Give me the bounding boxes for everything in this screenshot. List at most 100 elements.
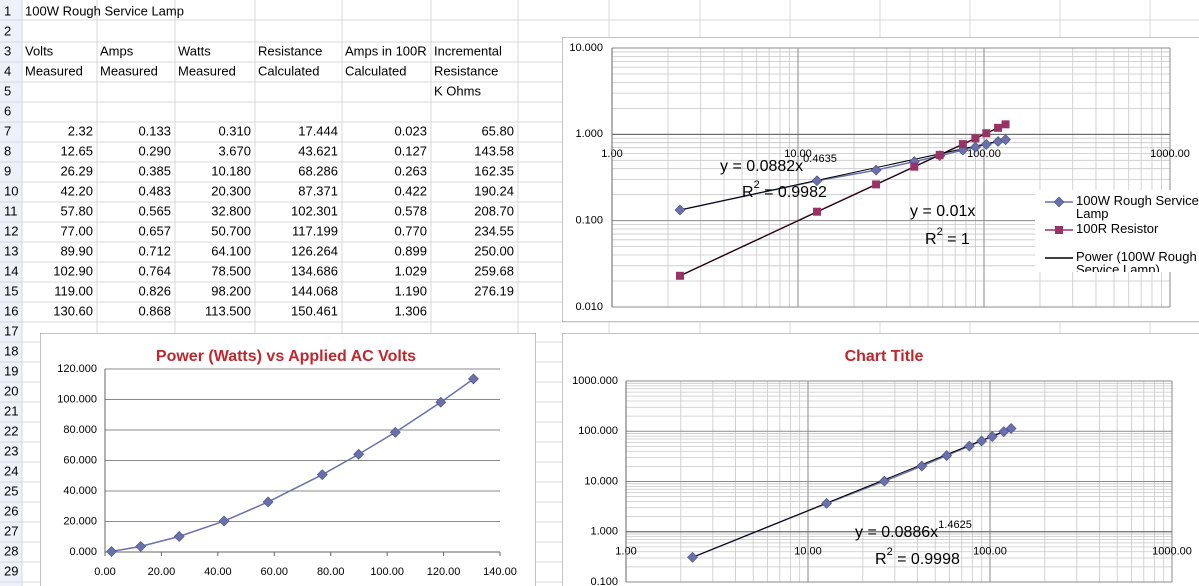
- y-tick-label: 0.100: [575, 215, 603, 227]
- cell-text: 42.20: [60, 183, 93, 198]
- cell-text: 87.371: [298, 183, 338, 198]
- annotation: R2 = 0.9982: [742, 179, 827, 201]
- annotation-sup: 2: [937, 226, 943, 238]
- cell-text: 102.301: [291, 203, 338, 218]
- row-number: 4: [4, 63, 11, 78]
- cell-text: 126.264: [291, 243, 338, 258]
- y-tick-label: 80.000: [63, 424, 97, 436]
- y-tick-label: 0.100: [590, 576, 618, 586]
- legend-label: 100W Rough Service Lamp: [1076, 193, 1199, 221]
- marker: [262, 496, 274, 508]
- marker: [916, 460, 928, 472]
- marker: [982, 129, 991, 138]
- legend-label: 100R Resistor: [1076, 221, 1159, 236]
- cell-text: Watts: [178, 43, 211, 58]
- marker: [435, 396, 447, 408]
- marker: [1005, 423, 1017, 434]
- annotation-sup: 1.4625: [938, 519, 972, 531]
- row-header-bg: [0, 0, 22, 586]
- row-number: 24: [4, 463, 18, 478]
- cell-text: 259.68: [474, 263, 514, 278]
- cell-text: 150.461: [291, 303, 338, 318]
- row-number: 16: [4, 303, 18, 318]
- cell-text: 144.068: [291, 283, 338, 298]
- row-number: 9: [4, 163, 11, 178]
- marker: [969, 141, 981, 153]
- cell-text: 250.00: [474, 243, 514, 258]
- x-tick-label: 10.00: [784, 148, 812, 160]
- cell-text: 43.621: [298, 143, 338, 158]
- marker: [994, 123, 1003, 132]
- cell-text: Amps in 100R: [345, 43, 427, 58]
- cell-text: 134.686: [291, 263, 338, 278]
- trendline: [679, 123, 1006, 277]
- cell-text: K Ohms: [434, 83, 481, 98]
- legend-line-text: Power (100W Rough: [1076, 249, 1197, 264]
- row-number: 8: [4, 143, 11, 158]
- marker: [821, 497, 833, 509]
- cell-text: Measured: [25, 63, 83, 78]
- row-number: 18: [4, 343, 18, 358]
- y-tick-label: 10.000: [569, 42, 603, 54]
- cell-text: Volts: [25, 43, 54, 58]
- annotation-sup: 2: [754, 179, 760, 191]
- cell-text: 32.800: [211, 203, 251, 218]
- cell-text: 0.712: [138, 243, 171, 258]
- marker: [971, 134, 980, 143]
- annotation: R2 = 0.9998: [875, 546, 960, 568]
- cell-text: 0.290: [138, 143, 171, 158]
- trendline: [679, 139, 1006, 211]
- row-number: 23: [4, 443, 18, 458]
- x-tick-label: 140.00: [483, 566, 517, 578]
- x-tick-label: 1000.00: [1152, 546, 1192, 558]
- cell-text: 98.200: [211, 283, 251, 298]
- cell-text: 117.199: [292, 223, 338, 238]
- marker: [353, 448, 365, 460]
- legend-line-text: 100W Rough Service: [1076, 193, 1199, 208]
- y-tick-label: 1.000: [575, 128, 603, 140]
- cell-text: 0.422: [394, 183, 427, 198]
- marker: [986, 431, 998, 442]
- legend-line-text: Service Lamp): [1076, 262, 1160, 277]
- row-number: 7: [4, 123, 11, 138]
- cell-text: 0.899: [394, 243, 427, 258]
- row-number: 19: [4, 363, 18, 378]
- marker: [687, 551, 698, 563]
- cell-text: 190.24: [474, 183, 514, 198]
- cell-text: 130.60: [53, 303, 93, 318]
- cell-text: 0.127: [394, 143, 427, 158]
- marker: [910, 162, 919, 171]
- x-tick-label: 20.00: [148, 566, 176, 578]
- marker: [980, 139, 992, 150]
- cell-text: 20.300: [211, 183, 251, 198]
- y-tick-label: 100.000: [578, 425, 618, 437]
- annotation-text: R: [925, 231, 937, 248]
- chart: 0.000 20.000 40.000 60.000 80.000 100.000 120.…: [40, 333, 536, 586]
- marker: [1053, 196, 1065, 208]
- row-number: 20: [4, 383, 18, 398]
- chart-title: Chart Title: [845, 348, 924, 365]
- row-number: 2: [4, 23, 11, 38]
- cell-text: 0.770: [394, 223, 427, 238]
- legend-label: Power (100W Rough Service Lamp): [1076, 249, 1197, 277]
- marker: [135, 540, 147, 552]
- cell-text: 10.180: [211, 163, 251, 178]
- y-tick-label: 40.000: [63, 485, 97, 497]
- marker: [976, 435, 988, 447]
- trendline: [692, 428, 1012, 558]
- x-tick-label: 100.00: [370, 566, 404, 578]
- cell-text: 3.670: [218, 143, 251, 158]
- cell-text: 0.483: [138, 183, 171, 198]
- cell-text: 0.310: [218, 123, 251, 138]
- x-tick-label: 0.00: [94, 566, 115, 578]
- cell-text: 26.29: [60, 163, 93, 178]
- chart-area: [40, 333, 536, 586]
- marker: [963, 440, 975, 452]
- cell-text: 77.00: [60, 223, 93, 238]
- row-number: 27: [4, 523, 18, 538]
- x-tick-label: 40.00: [204, 566, 232, 578]
- marker: [173, 531, 185, 542]
- marker: [1000, 134, 1011, 146]
